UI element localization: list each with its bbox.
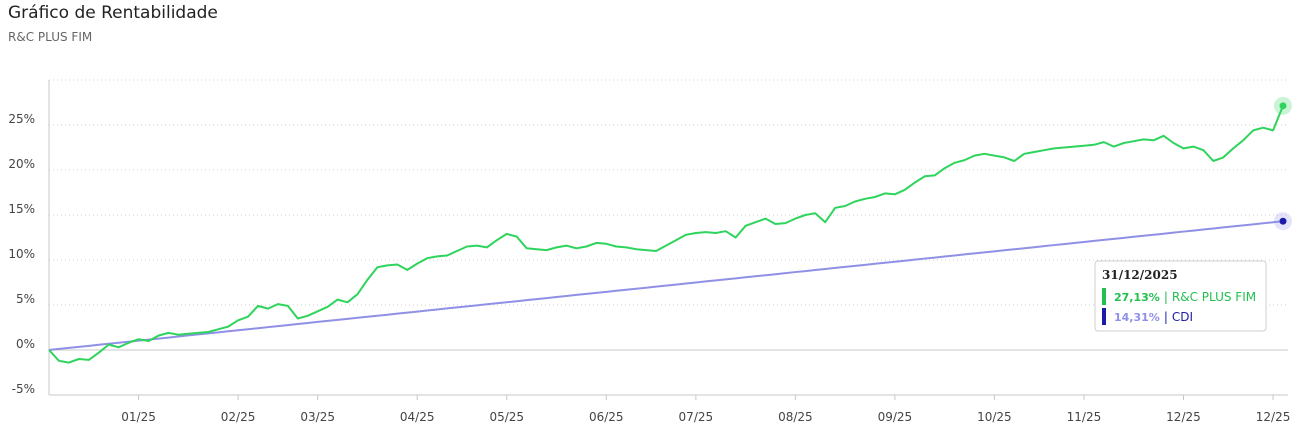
- y-tick-label: 15%: [8, 202, 35, 216]
- chart-subtitle: R&C PLUS FIM: [8, 30, 92, 44]
- tooltip-title: 31/12/2025: [1102, 268, 1178, 282]
- y-tick-label: -5%: [12, 382, 35, 396]
- tooltip-marker: [1102, 288, 1106, 305]
- x-tick-label: 08/25: [778, 410, 813, 424]
- series-line: [48, 220, 1284, 351]
- x-tick-label: 10/25: [977, 410, 1012, 424]
- tooltip-value: 14,31%: [1114, 311, 1160, 324]
- y-tick-label: 25%: [8, 112, 35, 126]
- tooltip-separator: |: [1164, 290, 1168, 304]
- tooltip-marker: [1102, 308, 1106, 325]
- x-tick-label: 07/25: [679, 410, 714, 424]
- y-tick-label: 10%: [8, 247, 35, 261]
- y-tick-label: 5%: [16, 292, 35, 306]
- x-tick-label: 05/25: [489, 410, 524, 424]
- chart-title: Gráfico de Rentabilidade: [8, 3, 218, 23]
- x-tick-label: 02/25: [221, 410, 256, 424]
- tooltip-row: 14,31% | CDI: [1114, 310, 1193, 324]
- x-tick-label: 11/25: [1067, 410, 1102, 424]
- y-tick-label: 20%: [8, 157, 35, 171]
- y-tick-label: 0%: [16, 337, 35, 351]
- tooltip-box: [1094, 260, 1267, 332]
- tooltip-series-name: R&C PLUS FIM: [1172, 290, 1256, 304]
- highlight-point: [1279, 102, 1287, 110]
- x-tick-label: 12/25: [1166, 410, 1201, 424]
- tooltip-row: 27,13% | R&C PLUS FIM: [1114, 290, 1256, 304]
- x-tick-label: 04/25: [400, 410, 435, 424]
- series-line: [48, 105, 1284, 364]
- tooltip-value: 27,13%: [1114, 291, 1160, 304]
- x-tick-label: 09/25: [878, 410, 913, 424]
- tooltip-series-name: CDI: [1172, 310, 1193, 324]
- x-tick-label: 12/25: [1256, 410, 1291, 424]
- x-tick-label: 06/25: [589, 410, 624, 424]
- x-tick-label: 03/25: [300, 410, 335, 424]
- highlight-point: [1279, 217, 1287, 225]
- x-tick-label: 01/25: [121, 410, 156, 424]
- tooltip-separator: |: [1164, 310, 1168, 324]
